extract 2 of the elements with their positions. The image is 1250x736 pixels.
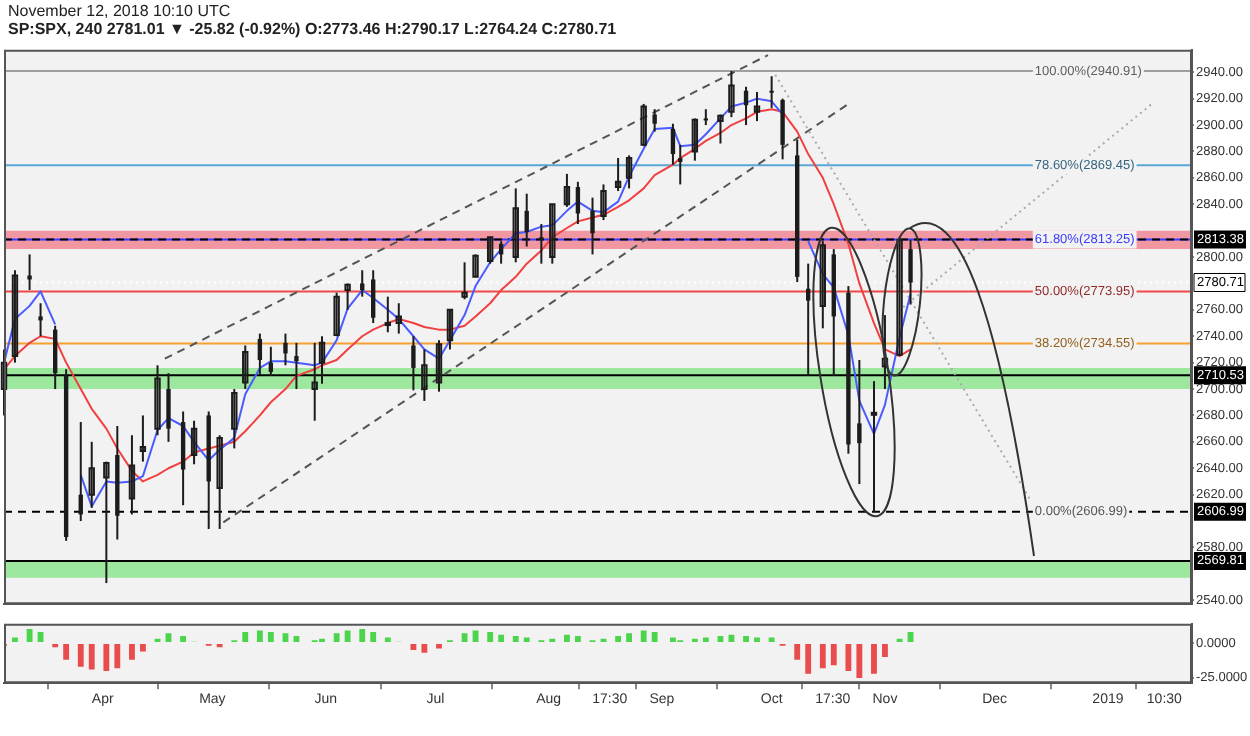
chart-subtitle: November 12, 2018 10:10 UTC [8, 2, 231, 20]
chart-title: SP:SPX, 240 2781.01 ▼ -25.82 (-0.92%) O:2773.46 H:2790.17 L:2764.24 C:2780.71 [8, 20, 617, 38]
